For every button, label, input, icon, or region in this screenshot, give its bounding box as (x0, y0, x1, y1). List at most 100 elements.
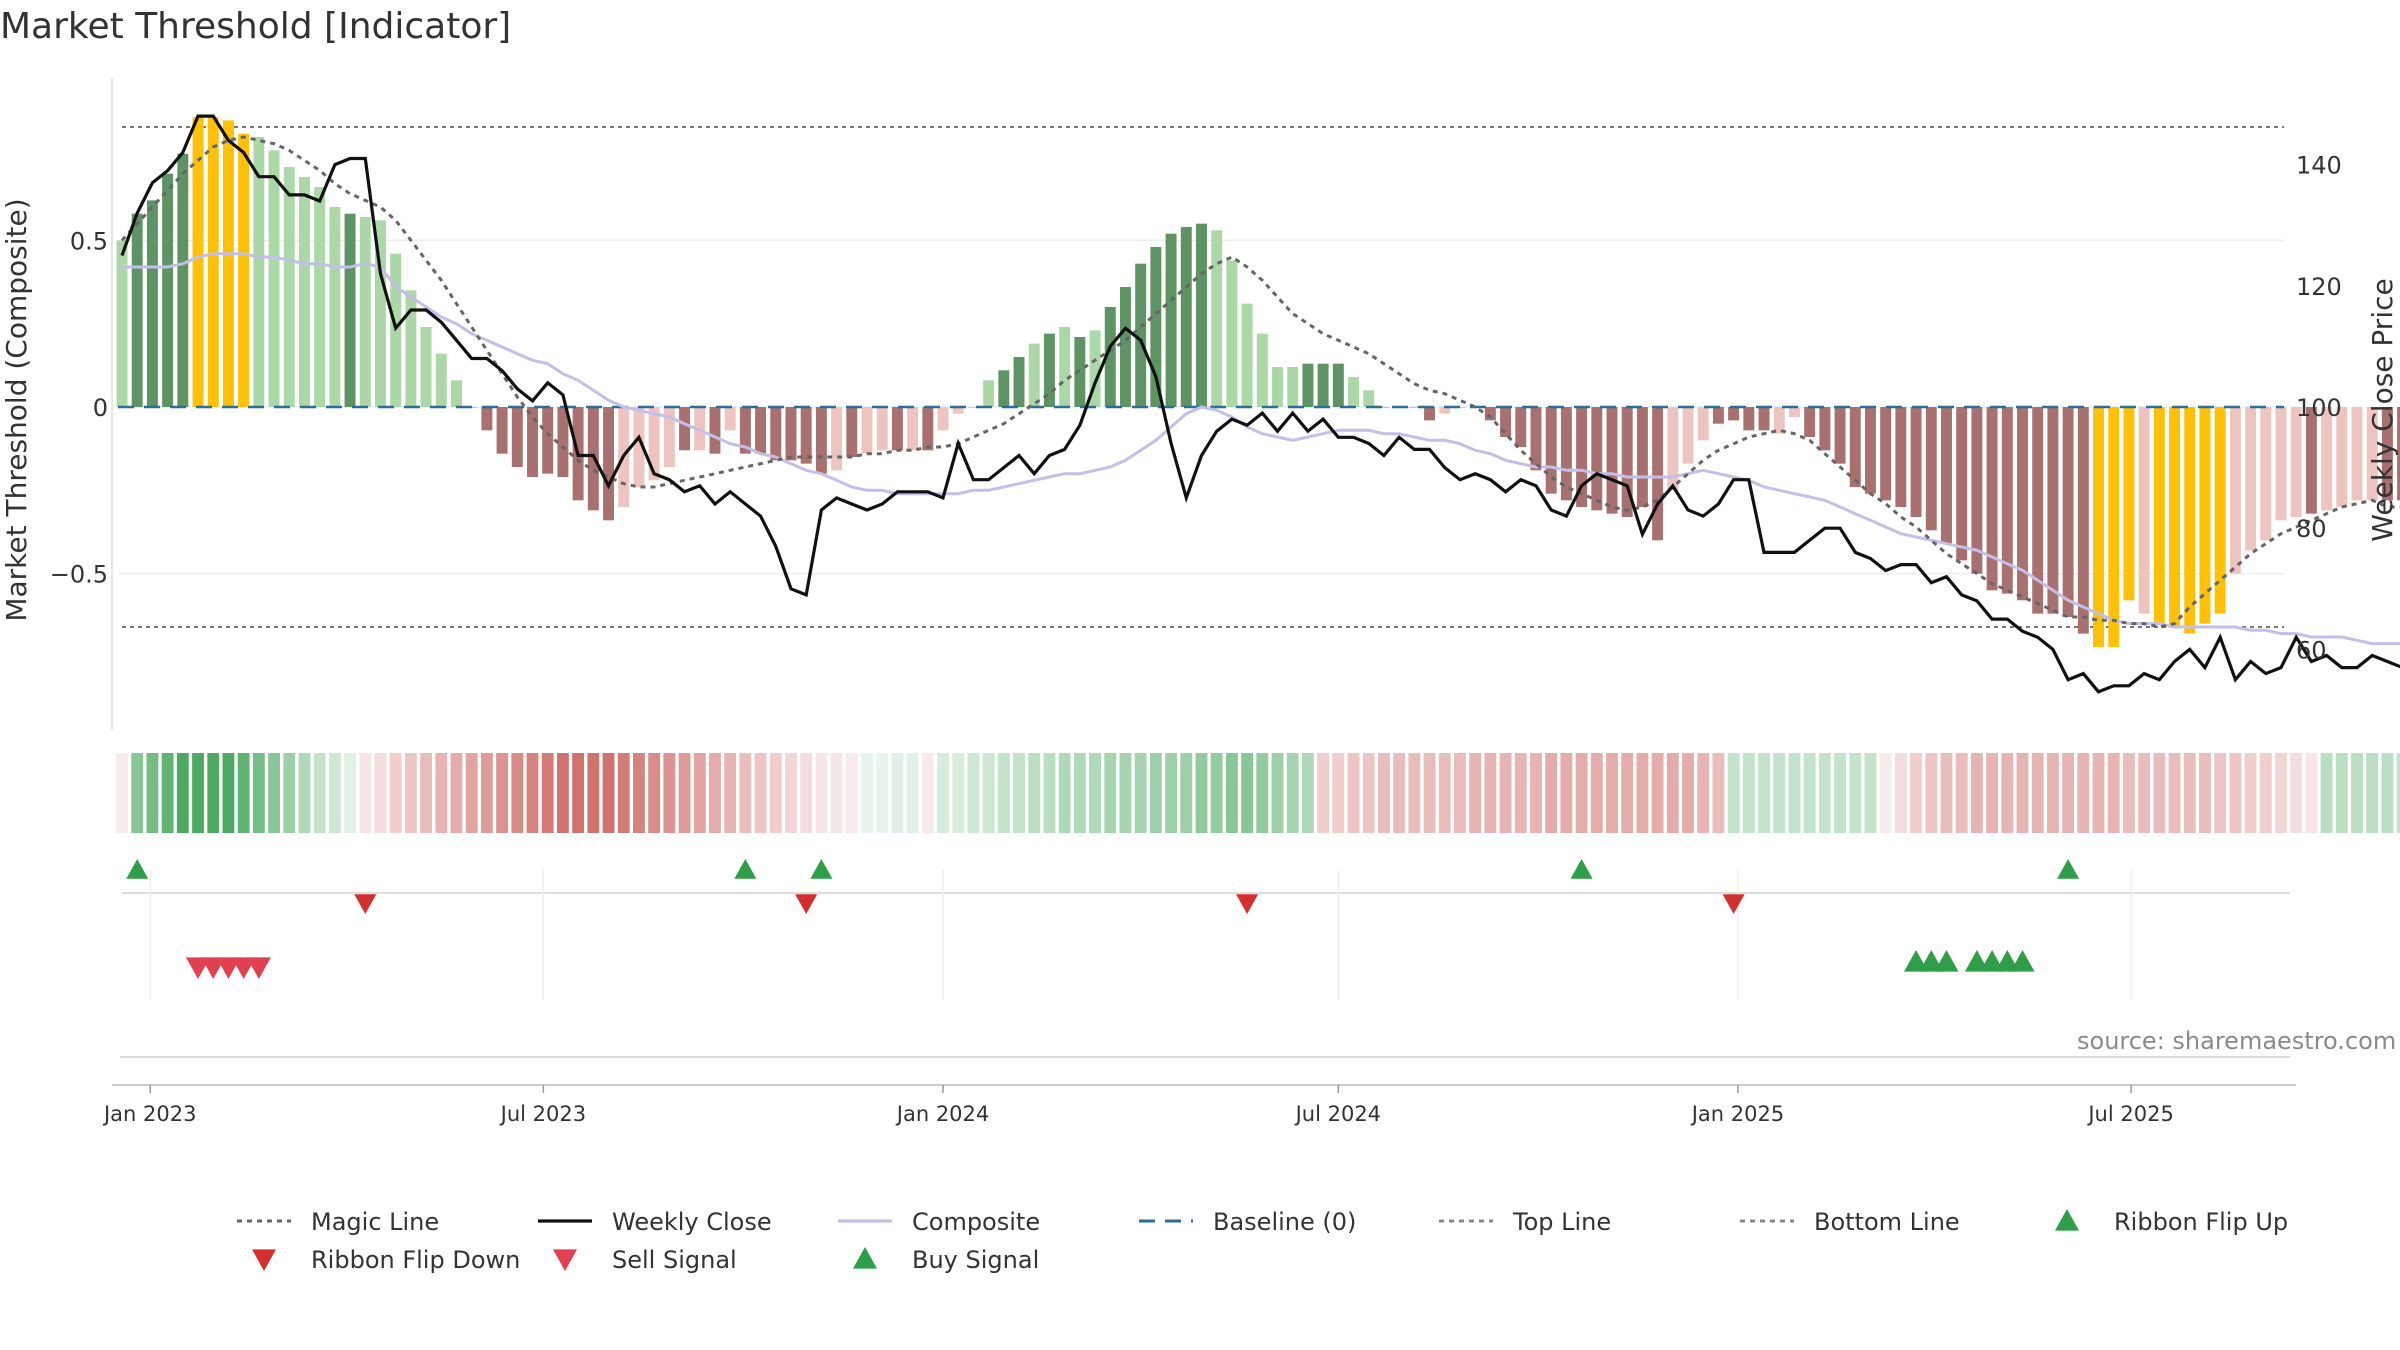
sell-signal-marker (246, 957, 271, 979)
threshold-bar (2093, 407, 2104, 647)
ribbon-cell (146, 753, 159, 833)
threshold-bar (1150, 247, 1162, 407)
ribbon-cell (252, 753, 265, 833)
ribbon-cell (1134, 753, 1147, 833)
ribbon-cell (1986, 753, 1999, 833)
threshold-bar (298, 177, 310, 407)
ribbon-cell (845, 753, 858, 833)
ribbon-cell (1499, 753, 1512, 833)
threshold-bar (344, 213, 356, 407)
ribbon-cell (298, 753, 311, 833)
legend-label: Sell Signal (612, 1246, 737, 1274)
x-tick-label: Jul 2025 (2086, 1102, 2173, 1126)
buy-signal-marker (2010, 950, 2035, 972)
threshold-bar (1712, 407, 1724, 424)
ribbon-cell (344, 753, 356, 833)
threshold-bar (1545, 407, 1557, 494)
threshold-bar (891, 407, 903, 451)
legend-item: Sell Signal (553, 1246, 737, 1274)
ribbon-cell (1545, 753, 1558, 833)
threshold-bar (861, 407, 873, 454)
ribbon-cell (1271, 753, 1284, 833)
threshold-bar (2047, 407, 2059, 614)
buy-signal-marker (1919, 950, 1944, 972)
threshold-bar (1986, 407, 1998, 591)
threshold-bar (1682, 407, 1694, 464)
legend-label: Ribbon Flip Up (2114, 1208, 2288, 1236)
ribbon-flip-up-marker (810, 859, 833, 879)
ribbon-cell (1180, 753, 1193, 833)
ribbon-cell (1834, 753, 1846, 833)
threshold-bar (1667, 407, 1679, 491)
y-right-axis-label: Weekly Close Price (2366, 278, 2399, 541)
sell-signal-marker (201, 957, 226, 979)
threshold-bar (724, 407, 736, 431)
ribbon-cell (116, 753, 128, 833)
ribbon-cell (404, 753, 417, 833)
legend-item: Baseline (0) (1139, 1208, 1356, 1236)
buy-signal-marker (1980, 950, 2005, 972)
threshold-bar (1728, 407, 1740, 421)
threshold-bar (2153, 407, 2165, 624)
threshold-bar (1971, 407, 1983, 574)
threshold-bar (542, 407, 554, 474)
threshold-bar (2108, 407, 2120, 647)
ribbon-cell (1043, 753, 1056, 833)
threshold-bar (907, 407, 919, 451)
ribbon-cell (1621, 753, 1634, 833)
threshold-bar (1652, 407, 1664, 541)
threshold-bar (1576, 407, 1588, 507)
threshold-bar (1941, 407, 1952, 544)
legend-label: Buy Signal (912, 1246, 1039, 1274)
ribbon-cell (572, 753, 585, 833)
ribbon-cell (2199, 753, 2211, 833)
threshold-bar (1317, 363, 1329, 407)
ribbon-cell (1666, 753, 1679, 833)
chart-lines (118, 114, 2400, 694)
threshold-bar (922, 407, 934, 451)
threshold-bar (937, 407, 949, 431)
threshold-bar (1758, 407, 1770, 431)
ribbon-cell (830, 753, 843, 833)
threshold-bar (557, 407, 569, 477)
threshold-bar (846, 407, 858, 457)
ribbon-cell (1073, 753, 1086, 833)
threshold-bar (1910, 407, 1922, 517)
threshold-bar (1621, 407, 1633, 517)
threshold-bar (481, 407, 493, 431)
ribbon-cell (2153, 753, 2166, 833)
threshold-bar (1743, 407, 1755, 431)
threshold-bar (967, 407, 979, 408)
threshold-bar (739, 407, 751, 454)
threshold-bar (1697, 407, 1709, 441)
ribbon-cell (1864, 753, 1877, 833)
threshold-bar (663, 407, 675, 467)
threshold-bar (1834, 407, 1846, 464)
ribbon-cell (2016, 753, 2029, 833)
threshold-bar (1895, 407, 1907, 507)
threshold-bar (1439, 407, 1451, 414)
legend-item: Ribbon Flip Down (252, 1246, 520, 1274)
threshold-bar (314, 187, 326, 407)
threshold-bar (815, 407, 827, 474)
ribbon-cell (1286, 753, 1299, 833)
ribbon-cell (1682, 753, 1694, 833)
ribbon-cell (2396, 753, 2400, 833)
threshold-bar (1332, 363, 1344, 407)
ribbon-cell (192, 753, 204, 833)
ribbon-cell (1879, 753, 1892, 833)
ribbon-cell (465, 753, 478, 833)
magic-line (120, 135, 2400, 629)
threshold-bar (1013, 357, 1025, 407)
axis-ticks: 0.5 0 −0.5 140 120 100 80 60 Jan 2023 Jul 2023 Jan… (50, 152, 2342, 1126)
threshold-bar (2260, 407, 2272, 541)
threshold-bar (1484, 407, 1496, 421)
ribbon-cell (2183, 753, 2196, 833)
ribbon-cell (1013, 753, 1025, 833)
ribbon-flip-up-marker (2057, 859, 2080, 879)
threshold-bar (1043, 333, 1055, 407)
threshold-bar (1059, 327, 1071, 407)
ribbon-cell (1742, 753, 1755, 833)
ribbon-cell (876, 753, 889, 833)
ribbon-cell (678, 753, 691, 833)
